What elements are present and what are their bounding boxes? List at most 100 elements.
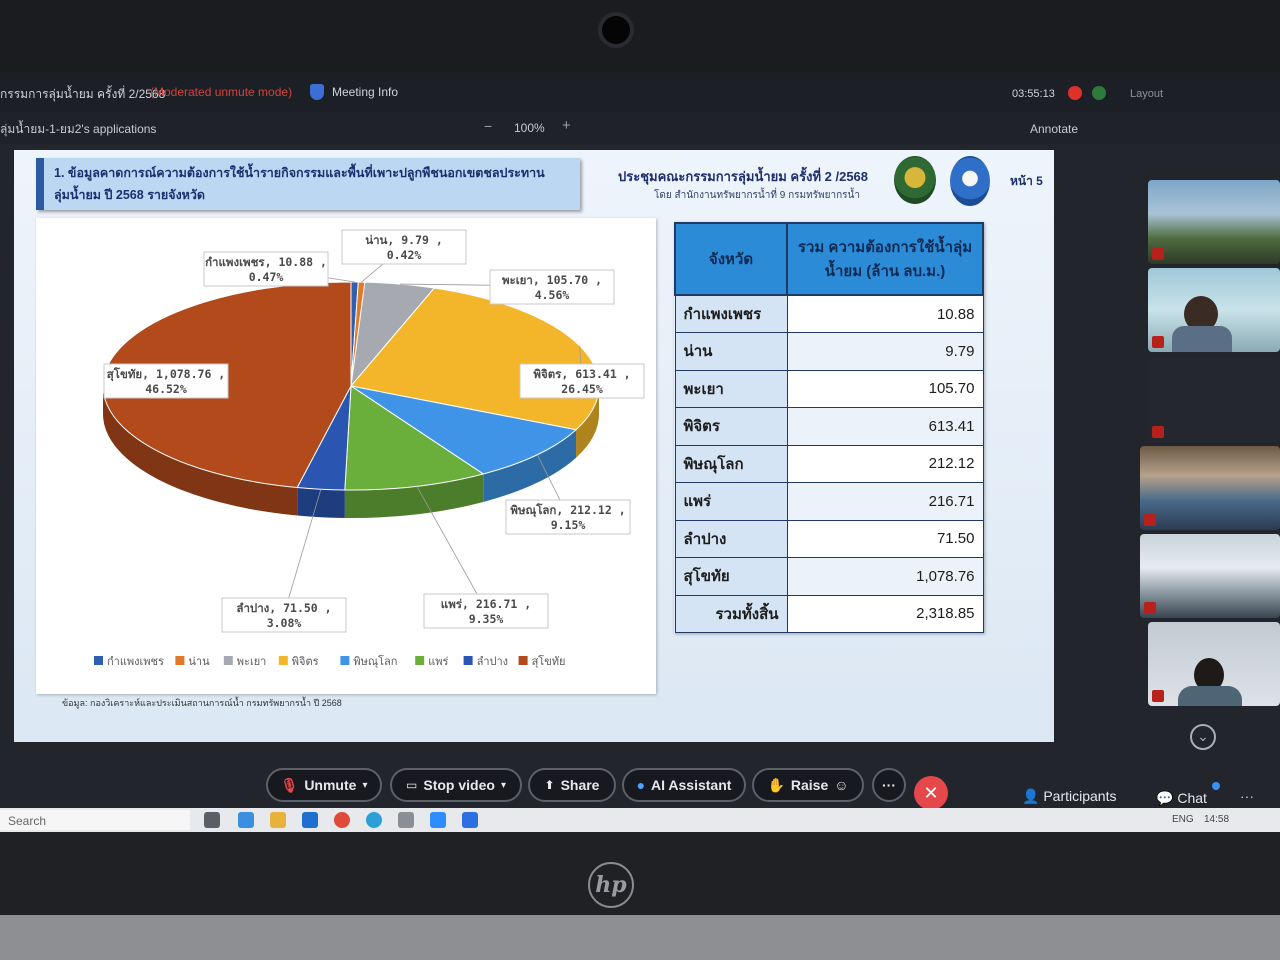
- unmute-label: Unmute: [304, 777, 357, 793]
- status-icon: [1092, 86, 1106, 100]
- pie-leader-line-6: [283, 489, 322, 615]
- table-cell-value: 216.71: [786, 482, 984, 521]
- leave-button[interactable]: ✕: [914, 776, 948, 810]
- stop-video-button[interactable]: ▭ Stop video ▾: [390, 768, 522, 802]
- pie-percent-label-7: 46.52%: [145, 382, 187, 396]
- participant-body: [1172, 326, 1232, 352]
- participant-video-6[interactable]: [1148, 622, 1280, 706]
- webex-app-icon[interactable]: [462, 812, 478, 828]
- raise-hand-button[interactable]: ✋ Raise ☺: [752, 768, 864, 802]
- video-icon: ▭: [406, 778, 418, 792]
- zoom-level[interactable]: 100%: [514, 121, 545, 135]
- laptop-screen: กรรมการลุ่มน้ำยม ครั้งที่ 2/2568 (Modera…: [0, 72, 1280, 832]
- shield-icon[interactable]: [310, 84, 324, 100]
- legend-swatch-3: [278, 656, 288, 665]
- pie-data-label-2: พะเยา, 105.70 ,: [502, 273, 602, 287]
- slide-title-line1: 1. ข้อมูลคาดการณ์ความต้องการใช้น้ำรายกิจ…: [54, 166, 545, 180]
- laptop-base: [0, 915, 1280, 960]
- more-options-button[interactable]: ···: [872, 768, 906, 802]
- outlook-icon[interactable]: [302, 812, 318, 828]
- share-label: Share: [560, 777, 600, 793]
- ministry-logo-icon: [894, 156, 936, 204]
- participant-video-1[interactable]: [1148, 180, 1280, 264]
- zoom-app-icon[interactable]: [430, 812, 446, 828]
- table-cell-value: 71.50: [786, 519, 984, 558]
- clock[interactable]: 14:58: [1204, 814, 1230, 825]
- table-row: ลำปาง 71.50: [674, 519, 984, 558]
- pie-percent-label-1: 0.42%: [387, 248, 422, 262]
- table-cell-province: น่าน: [674, 332, 788, 371]
- table-cell-value: 212.12: [786, 444, 984, 483]
- pie-data-label-0: กำแพงเพชร, 10.88 ,: [205, 255, 327, 269]
- laptop-bezel-top: [0, 0, 1280, 75]
- table-cell-value: 613.41: [786, 407, 984, 446]
- chat-notification-dot: [1212, 782, 1220, 790]
- annotate-button[interactable]: Annotate: [1030, 122, 1079, 136]
- webcam-icon: [598, 12, 634, 48]
- table-cell-province: สุโขทัย: [674, 557, 788, 596]
- chevron-down-icon[interactable]: ▾: [362, 779, 368, 791]
- legend-swatch-6: [463, 656, 473, 665]
- table-body: กำแพงเพชร 10.88 น่าน 9.79 พะเยา 105.70 พิจิตร 6…: [674, 294, 984, 633]
- table-header-total-line2: น้ำยม (ล้าน ลบ.ม.): [824, 263, 946, 280]
- unmute-button[interactable]: 🎙 Unmute ▾: [266, 768, 382, 802]
- participant-video-5[interactable]: [1140, 534, 1280, 618]
- chevron-down-icon[interactable]: ⌄: [1190, 724, 1216, 750]
- pie-label-box-3: [519, 363, 645, 399]
- mic-off-icon: [1152, 690, 1164, 702]
- more-right-button[interactable]: ···: [1240, 788, 1254, 804]
- edge-icon[interactable]: [366, 812, 382, 828]
- pie-slice-5: [344, 385, 485, 491]
- table-row: พิษณุโลก 212.12: [674, 444, 984, 483]
- chevron-down-icon[interactable]: ▾: [500, 779, 506, 791]
- participant-video-3[interactable]: [1148, 358, 1280, 442]
- legend-label-4: พิษณุโลก: [353, 654, 397, 668]
- table-row: พิจิตร 613.41: [674, 407, 984, 446]
- legend-label-1: น่าน: [188, 656, 210, 668]
- share-button[interactable]: ⬆ Share: [528, 768, 616, 802]
- chat-icon: 💬: [1156, 790, 1174, 806]
- legend-label-0: กำแพงเพชร: [107, 656, 164, 668]
- pie-leader-line-5: [416, 486, 487, 611]
- record-icon[interactable]: [1068, 86, 1082, 100]
- slide-meeting-org: โดย สำนักงานทรัพยากรน้ำที่ 9 กรมทรัพยากร…: [654, 190, 860, 201]
- ai-assistant-icon: ●: [636, 777, 646, 793]
- shared-app-title: ลุ่มน้ำยม-1-ยม2's applications: [0, 122, 157, 136]
- meeting-info-button[interactable]: Meeting Info: [332, 85, 399, 99]
- language-indicator[interactable]: ENG: [1172, 814, 1194, 825]
- moderated-mode-label: (Moderated unmute mode): [150, 85, 293, 99]
- pie-slice-side-7: [103, 386, 298, 516]
- pie-percent-label-0: 0.47%: [249, 270, 284, 284]
- zoom-in-button[interactable]: +: [562, 117, 571, 134]
- pie-data-label-4: พิษณุโลก, 212.12 ,: [510, 502, 625, 518]
- pie-label-box-7: [103, 363, 229, 399]
- zoom-out-button[interactable]: −: [484, 118, 493, 134]
- chat-button[interactable]: 💬 Chat: [1156, 790, 1207, 807]
- table-header-total-line1: รวม ความต้องการใช้น้ำลุ่ม: [797, 239, 973, 256]
- pie-percent-label-2: 4.56%: [535, 288, 570, 302]
- ai-assistant-button[interactable]: ● AI Assistant: [622, 768, 746, 802]
- widgets-icon[interactable]: [238, 812, 254, 828]
- people-icon: 👤: [1022, 788, 1040, 804]
- reaction-icon[interactable]: ☺: [834, 777, 849, 793]
- taskbar-search-input[interactable]: Search: [0, 810, 190, 830]
- chrome-icon[interactable]: [334, 812, 350, 828]
- table-row: พะเยา 105.70: [674, 369, 984, 408]
- participant-video-4[interactable]: [1140, 446, 1280, 530]
- participants-button[interactable]: 👤 Participants: [1022, 788, 1116, 805]
- ai-assistant-label: AI Assistant: [651, 777, 732, 793]
- layout-button[interactable]: Layout: [1130, 88, 1164, 100]
- table-cell-province: พะเยา: [674, 369, 788, 408]
- participant-video-2[interactable]: [1148, 268, 1280, 352]
- table-row: กำแพงเพชร 10.88: [674, 294, 984, 333]
- pie-slice-side-6: [297, 487, 345, 518]
- pie-label-box-1: [341, 229, 467, 265]
- hand-icon: ✋: [767, 776, 785, 793]
- task-view-icon[interactable]: [204, 812, 220, 828]
- pie-percent-label-5: 9.35%: [469, 612, 504, 626]
- pie-label-box-6: [221, 597, 347, 633]
- windows-taskbar: Search ENG 14:58: [0, 808, 1280, 832]
- pie-label-box-5: [423, 593, 549, 629]
- camera-icon[interactable]: [398, 812, 414, 828]
- file-explorer-icon[interactable]: [270, 812, 286, 828]
